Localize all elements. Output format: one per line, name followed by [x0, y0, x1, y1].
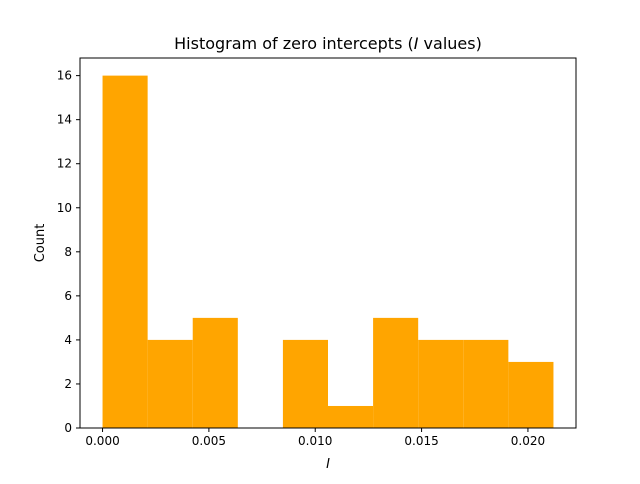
y-tick-label: 0 — [64, 421, 72, 435]
chart-title: Histogram of zero intercepts (I values) — [174, 34, 482, 53]
chart-title-suffix: values) — [418, 34, 481, 53]
plot-frame — [79, 57, 577, 429]
histogram-bar — [192, 317, 238, 428]
x-axis-ticks: 0.000 0.005 0.010 0.015 0.020 — [85, 428, 545, 448]
histogram-bar — [147, 339, 193, 428]
x-tick-label: 0.015 — [404, 434, 438, 448]
chart-title-prefix: Histogram of zero intercepts ( — [174, 34, 414, 53]
y-tick-label: 12 — [57, 157, 72, 171]
chart-title-var: I — [414, 34, 419, 53]
y-tick-label: 8 — [64, 245, 72, 259]
histogram-bar — [373, 317, 419, 428]
bars-group — [102, 75, 554, 428]
x-axis-label: I — [326, 457, 330, 472]
histogram-bar — [418, 339, 464, 428]
x-tick-label: 0.020 — [511, 434, 545, 448]
y-axis-ticks: 0 2 4 6 8 10 12 14 16 — [57, 69, 80, 435]
histogram-bar — [508, 361, 554, 428]
y-tick-label: 14 — [57, 113, 72, 127]
histogram-bar — [102, 75, 148, 428]
histogram-bar — [463, 339, 509, 428]
y-tick-label: 6 — [64, 289, 72, 303]
x-tick-label: 0.000 — [85, 434, 119, 448]
histogram-bar — [282, 339, 328, 428]
y-tick-label: 4 — [64, 333, 72, 347]
y-axis-label: Count — [33, 224, 48, 263]
y-tick-label: 10 — [57, 201, 72, 215]
x-tick-label: 0.010 — [298, 434, 332, 448]
y-tick-label: 16 — [57, 69, 72, 83]
histogram-bar — [328, 405, 374, 428]
x-tick-label: 0.005 — [192, 434, 226, 448]
y-tick-label: 2 — [64, 377, 72, 391]
